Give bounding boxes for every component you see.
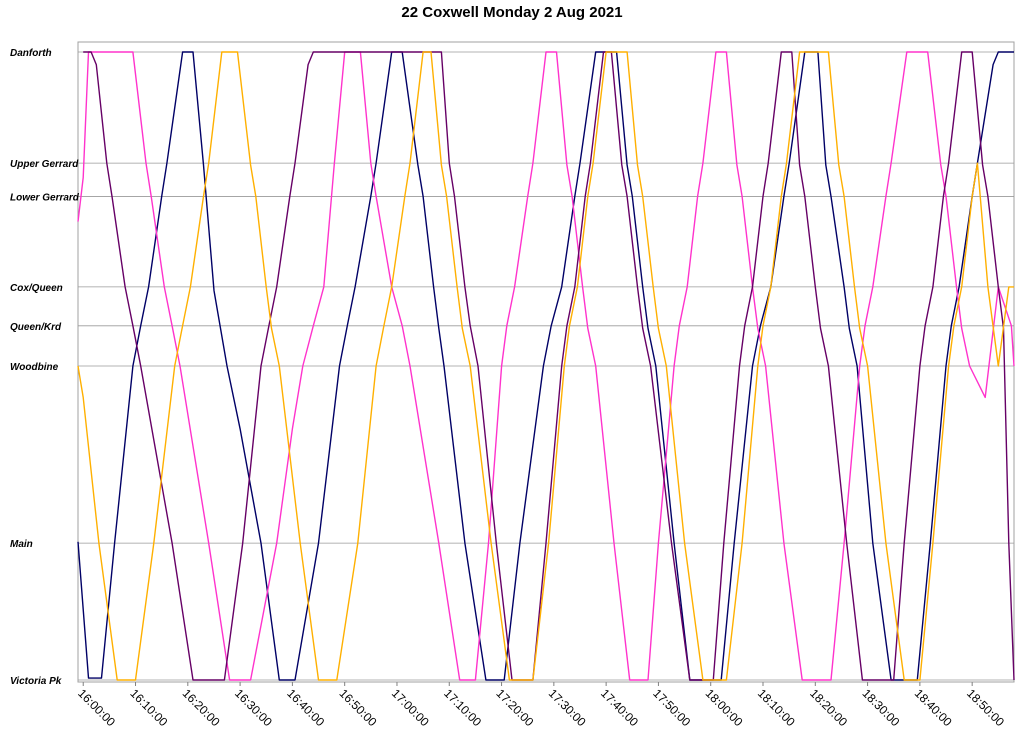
x-tick-label-7: 17:10:00 bbox=[441, 686, 484, 729]
x-tick-label-1: 16:10:00 bbox=[127, 686, 170, 729]
x-tick-label-11: 17:50:00 bbox=[650, 686, 693, 729]
x-tick-label-5: 16:50:00 bbox=[337, 686, 380, 729]
series-line-1 bbox=[77, 51, 1015, 681]
x-tick-label-15: 18:30:00 bbox=[859, 686, 902, 729]
x-tick-label-17: 18:50:00 bbox=[964, 686, 1007, 729]
x-tick-label-10: 17:40:00 bbox=[598, 686, 641, 729]
plot-border bbox=[77, 41, 1015, 683]
series-line-3 bbox=[77, 51, 1014, 681]
stop-label-2: Lower Gerrard bbox=[10, 192, 80, 203]
x-tick-label-6: 17:00:00 bbox=[389, 686, 432, 729]
x-tick-label-13: 18:10:00 bbox=[755, 686, 798, 729]
series-line-2 bbox=[83, 51, 1015, 681]
stop-label-5: Woodbine bbox=[10, 362, 59, 373]
stop-label-7: Victoria Pk bbox=[10, 676, 62, 687]
x-tick-label-12: 18:00:00 bbox=[703, 686, 746, 729]
stop-label-4: Queen/Krd bbox=[10, 322, 62, 333]
x-axis-ticks: 16:00:00 16:10:00 16:20:00 16:30:00 16:40:00… bbox=[75, 682, 1007, 729]
stop-labels: Danforth Upper Gerrard Lower Gerrard Cox/Qu… bbox=[10, 48, 80, 687]
x-tick-label-9: 17:30:00 bbox=[546, 686, 589, 729]
chart-title: 22 Coxwell Monday 2 Aug 2021 bbox=[401, 4, 623, 21]
stop-label-0: Danforth bbox=[10, 48, 52, 59]
x-tick-label-8: 17:20:00 bbox=[493, 686, 536, 729]
series-line-0 bbox=[77, 51, 1014, 681]
x-tick-label-3: 16:30:00 bbox=[232, 686, 275, 729]
x-tick-label-4: 16:40:00 bbox=[284, 686, 327, 729]
stop-label-1: Upper Gerrard bbox=[10, 159, 79, 170]
x-tick-label-14: 18:20:00 bbox=[807, 686, 850, 729]
series-layer bbox=[77, 51, 1015, 681]
x-tick-label-0: 16:00:00 bbox=[75, 686, 118, 729]
stop-label-6: Main bbox=[10, 539, 33, 550]
x-tick-label-16: 18:40:00 bbox=[912, 686, 955, 729]
stop-gridlines bbox=[78, 51, 1014, 681]
x-tick-label-2: 16:20:00 bbox=[180, 686, 223, 729]
stop-label-3: Cox/Queen bbox=[10, 283, 63, 294]
